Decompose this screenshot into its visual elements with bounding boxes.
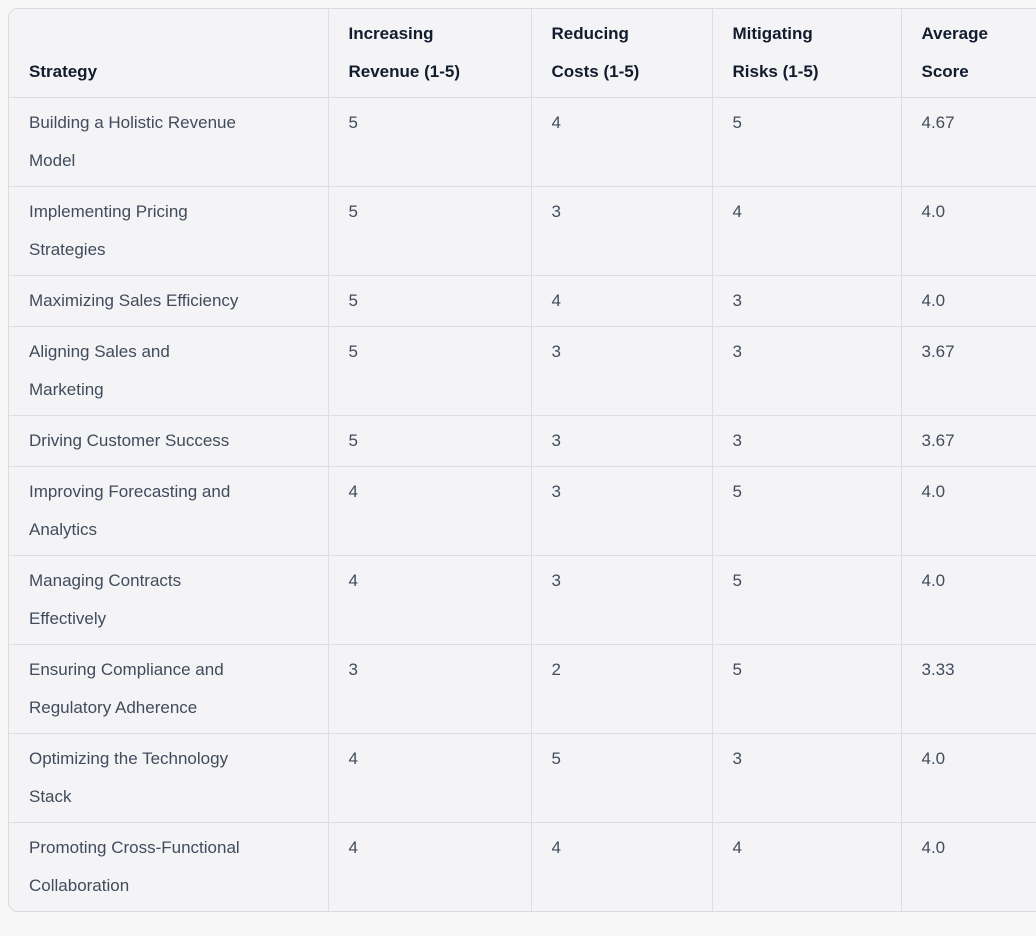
cell-increasing-revenue: 5 — [328, 97, 532, 187]
table-row: Driving Customer Success 5 3 3 3.67 — [9, 415, 1036, 467]
table-header-row: Strategy Increasing Revenue (1-5) Reduci… — [9, 9, 1036, 98]
cell-average-score: 4.0 — [901, 555, 1036, 645]
cell-increasing-revenue: 4 — [328, 733, 532, 823]
column-header-reducing-costs: Reducing Costs (1-5) — [531, 9, 713, 98]
table-row: Optimizing the Technology Stack 4 5 3 4.0 — [9, 733, 1036, 823]
table-body: Building a Holistic Revenue Model 5 4 5 4.67… — [9, 97, 1036, 911]
cell-increasing-revenue: 5 — [328, 415, 532, 467]
strategy-scores-table-container: Strategy Increasing Revenue (1-5) Reduci… — [8, 8, 1036, 912]
table-row: Promoting Cross-Functional Collaboration… — [9, 822, 1036, 911]
cell-mitigating-risks: 4 — [712, 186, 902, 276]
table-row: Managing Contracts Effectively 4 3 5 4.0 — [9, 555, 1036, 645]
cell-average-score: 3.33 — [901, 644, 1036, 734]
cell-strategy: Driving Customer Success — [9, 415, 329, 467]
cell-strategy: Promoting Cross-Functional Collaboration — [9, 822, 329, 911]
table-row: Building a Holistic Revenue Model 5 4 5 4.67 — [9, 97, 1036, 187]
cell-mitigating-risks: 5 — [712, 466, 902, 556]
column-header-strategy: Strategy — [9, 9, 329, 98]
cell-reducing-costs: 3 — [531, 186, 713, 276]
cell-increasing-revenue: 4 — [328, 822, 532, 911]
cell-mitigating-risks: 4 — [712, 822, 902, 911]
cell-increasing-revenue: 5 — [328, 275, 532, 327]
cell-average-score: 4.0 — [901, 733, 1036, 823]
cell-strategy: Implementing Pricing Strategies — [9, 186, 329, 276]
table-row: Improving Forecasting and Analytics 4 3 5 4.… — [9, 466, 1036, 556]
table-header: Strategy Increasing Revenue (1-5) Reduci… — [9, 9, 1036, 98]
cell-reducing-costs: 2 — [531, 644, 713, 734]
cell-mitigating-risks: 3 — [712, 275, 902, 327]
strategy-scores-table: Strategy Increasing Revenue (1-5) Reduci… — [9, 9, 1036, 911]
cell-increasing-revenue: 4 — [328, 466, 532, 556]
cell-reducing-costs: 3 — [531, 415, 713, 467]
cell-mitigating-risks: 5 — [712, 644, 902, 734]
table-row: Ensuring Compliance and Regulatory Adher… — [9, 644, 1036, 734]
column-header-increasing-revenue: Increasing Revenue (1-5) — [328, 9, 532, 98]
cell-strategy: Improving Forecasting and Analytics — [9, 466, 329, 556]
cell-average-score: 4.0 — [901, 186, 1036, 276]
cell-strategy: Building a Holistic Revenue Model — [9, 97, 329, 187]
cell-increasing-revenue: 5 — [328, 326, 532, 416]
cell-strategy: Ensuring Compliance and Regulatory Adher… — [9, 644, 329, 734]
cell-increasing-revenue: 5 — [328, 186, 532, 276]
cell-mitigating-risks: 3 — [712, 733, 902, 823]
cell-mitigating-risks: 3 — [712, 415, 902, 467]
cell-mitigating-risks: 3 — [712, 326, 902, 416]
table-row: Maximizing Sales Efficiency 5 4 3 4.0 — [9, 275, 1036, 327]
cell-increasing-revenue: 4 — [328, 555, 532, 645]
cell-average-score: 4.0 — [901, 466, 1036, 556]
cell-reducing-costs: 3 — [531, 466, 713, 556]
cell-mitigating-risks: 5 — [712, 97, 902, 187]
column-header-average-score: Average Score — [901, 9, 1036, 98]
table-row: Implementing Pricing Strategies 5 3 4 4.0 — [9, 186, 1036, 276]
column-header-mitigating-risks: Mitigating Risks (1-5) — [712, 9, 902, 98]
cell-average-score: 4.0 — [921, 838, 946, 857]
cell-strategy: Optimizing the Technology Stack — [9, 733, 329, 823]
cell-average-score: 3.67 — [901, 326, 1036, 416]
cell-reducing-costs: 5 — [531, 733, 713, 823]
table-row: Aligning Sales and Marketing 5 3 3 3.67 — [9, 326, 1036, 416]
cell-strategy: Aligning Sales and Marketing — [9, 326, 329, 416]
cell-average-score: 3.67 — [901, 415, 1036, 467]
cell-increasing-revenue: 3 — [328, 644, 532, 734]
cell-reducing-costs: 4 — [531, 97, 713, 187]
cell-strategy: Maximizing Sales Efficiency — [9, 275, 329, 327]
cell-reducing-costs: 4 — [531, 822, 713, 911]
cell-reducing-costs: 3 — [531, 555, 713, 645]
cell-reducing-costs: 4 — [531, 275, 713, 327]
cell-average-score: 4.0 — [901, 275, 1036, 327]
cell-strategy: Managing Contracts Effectively — [9, 555, 329, 645]
cell-average-score: 4.67 — [901, 97, 1036, 187]
cell-mitigating-risks: 5 — [712, 555, 902, 645]
cell-reducing-costs: 3 — [531, 326, 713, 416]
